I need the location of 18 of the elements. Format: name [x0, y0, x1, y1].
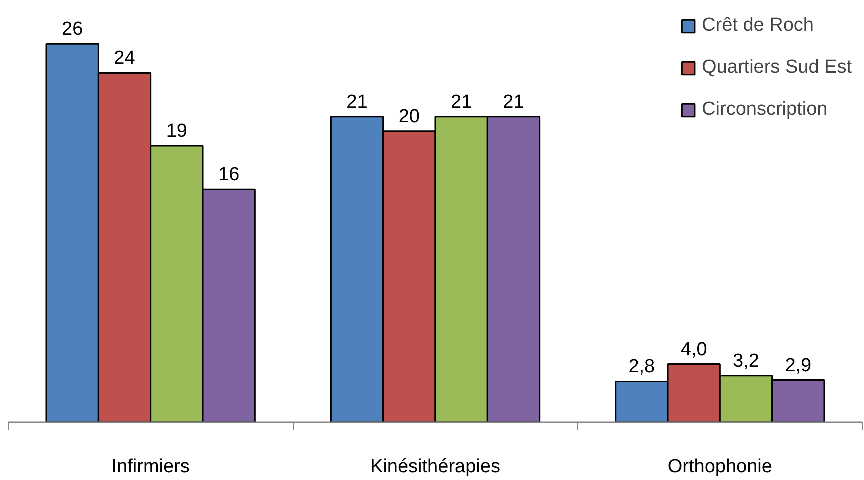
x-tick-label: Infirmiers: [112, 456, 190, 478]
data-label: 24: [114, 48, 136, 70]
data-label: 19: [166, 120, 188, 142]
data-label: 4,0: [680, 339, 708, 360]
data-label: 21: [346, 92, 368, 113]
data-label: 26: [62, 19, 84, 40]
legend-label: Crêt de Roch: [702, 15, 814, 37]
data-label: 16: [218, 164, 240, 186]
x-tick-label: Orthophonie: [668, 456, 772, 478]
legend-label: Quartiers Sud Est: [702, 57, 852, 79]
x-tick-label: Kinésithérapies: [370, 456, 500, 478]
data-label: 2,9: [785, 355, 812, 376]
data-label: 2,8: [628, 356, 656, 378]
data-label: 3,2: [733, 350, 760, 372]
data-label: 20: [398, 106, 420, 128]
data-label: 21: [503, 92, 524, 113]
data-label: 21: [451, 92, 472, 113]
legend-label: Circonscription: [702, 99, 828, 121]
